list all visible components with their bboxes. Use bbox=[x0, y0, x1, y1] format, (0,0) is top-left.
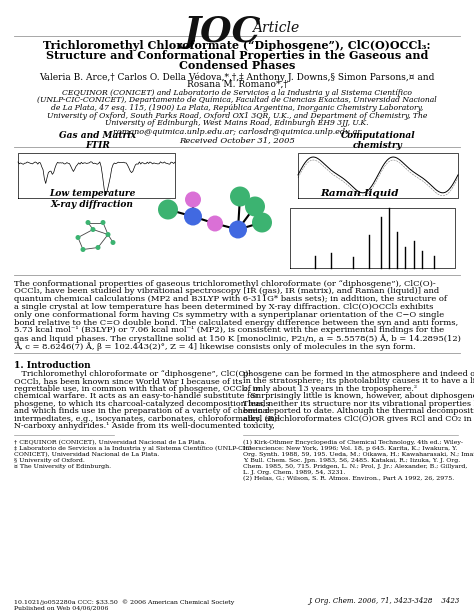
Text: OCCl₃, has been known since World War I because of its: OCCl₃, has been known since World War I … bbox=[14, 377, 243, 385]
Text: alkyl (R)-chloroformates ClC(O)OR gives RCl and CO₂ in what: alkyl (R)-chloroformates ClC(O)OR gives … bbox=[243, 415, 474, 423]
Circle shape bbox=[184, 207, 202, 226]
Text: been reported to date. Although the thermal decomposition of: been reported to date. Although the ther… bbox=[243, 407, 474, 415]
Circle shape bbox=[252, 213, 272, 232]
Text: gas and liquid phases. The crystalline solid at 150 K [monoclinic, P2₁/n, a = 5.: gas and liquid phases. The crystalline s… bbox=[14, 334, 461, 343]
Circle shape bbox=[91, 227, 95, 232]
Text: § University of Oxford.: § University of Oxford. bbox=[14, 458, 85, 463]
Circle shape bbox=[110, 240, 116, 245]
Circle shape bbox=[185, 191, 201, 207]
Text: Trichloromethyl chloroformate or “diphosgene”, ClC(O)-: Trichloromethyl chloroformate or “diphos… bbox=[14, 370, 251, 378]
Circle shape bbox=[95, 245, 100, 250]
Circle shape bbox=[100, 220, 106, 225]
Text: a single crystal at low temperature has been determined by X-ray diffraction. Cl: a single crystal at low temperature has … bbox=[14, 303, 433, 311]
Text: only one conformational form having Cs symmetry with a synperiplanar orientation: only one conformational form having Cs s… bbox=[14, 311, 444, 319]
Text: Received October 31, 2005: Received October 31, 2005 bbox=[179, 137, 295, 145]
Text: Raman liquid: Raman liquid bbox=[321, 189, 399, 199]
Text: Valeria B. Arce,† Carlos O. Della Védova,*,†,‡ Anthony J. Downs,§ Simon Parsons,: Valeria B. Arce,† Carlos O. Della Védova… bbox=[39, 72, 435, 82]
Text: Structure and Conformational Properties in the Gaseous and: Structure and Conformational Properties … bbox=[46, 50, 428, 61]
Text: † CEQUINOR (CONICET), Universidad Nacional de La Plata.: † CEQUINOR (CONICET), Universidad Nacion… bbox=[14, 440, 206, 445]
Text: Org. Synth. 1988, 59, 195. Ueda, M.; Oikawa, H.; Kawaharasaki, N.; Imai,: Org. Synth. 1988, 59, 195. Ueda, M.; Oik… bbox=[243, 452, 474, 457]
Circle shape bbox=[207, 216, 223, 232]
Text: Chem. 1985, 50, 715. Pridgen, L. N.; Prol, J. Jr.; Alexander, B.; Gillyard,: Chem. 1985, 50, 715. Pridgen, L. N.; Pro… bbox=[243, 463, 467, 469]
Text: 1. Introduction: 1. Introduction bbox=[14, 360, 91, 370]
Text: bond relative to the C=O double bond. The calculated energy difference between t: bond relative to the C=O double bond. Th… bbox=[14, 319, 458, 327]
Text: ¤ The University of Edinburgh.: ¤ The University of Edinburgh. bbox=[14, 463, 111, 469]
Circle shape bbox=[158, 199, 178, 219]
Text: intermediates, e.g., isocyanates, carbonates, chloroformates, and: intermediates, e.g., isocyanates, carbon… bbox=[14, 415, 280, 423]
Text: Thus, neither its structure nor its vibrational properties have: Thus, neither its structure nor its vibr… bbox=[243, 400, 474, 408]
Text: Rosana M. Romano*,†: Rosana M. Romano*,† bbox=[187, 80, 287, 89]
Text: L. J. Org. Chem. 1989, 54, 3231.: L. J. Org. Chem. 1989, 54, 3231. bbox=[243, 470, 346, 474]
Text: JOC: JOC bbox=[183, 15, 261, 49]
Text: Computational
chemistry: Computational chemistry bbox=[341, 131, 415, 151]
Text: Low temperature
X-ray diffraction: Low temperature X-ray diffraction bbox=[49, 189, 135, 209]
Text: Å, c = 8.6246(7) Å, β = 102.443(2)°, Z = 4] likewise consists only of molecules : Å, c = 8.6246(7) Å, β = 102.443(2)°, Z =… bbox=[14, 342, 416, 351]
Text: University of Oxford, South Parks Road, Oxford OX1 3QR, U.K., and Department of : University of Oxford, South Parks Road, … bbox=[47, 112, 427, 120]
Text: in the stratosphere; its photolability causes it to have a lifetime: in the stratosphere; its photolability c… bbox=[243, 377, 474, 385]
Circle shape bbox=[106, 232, 110, 237]
Circle shape bbox=[229, 221, 247, 238]
Text: phosgene can be formed in the atmosphere and indeed occurs: phosgene can be formed in the atmosphere… bbox=[243, 370, 474, 378]
Text: 10.1021/jo052280a CCC: $33.50  © 2006 American Chemical Society: 10.1021/jo052280a CCC: $33.50 © 2006 Ame… bbox=[14, 600, 234, 605]
Text: chemical warfare. It acts as an easy-to-handle substitute for: chemical warfare. It acts as an easy-to-… bbox=[14, 392, 259, 400]
Text: ‡ Laboratorio de Servicios a la Industria y al Sistema Científico (UNLP-CIC-: ‡ Laboratorio de Servicios a la Industri… bbox=[14, 446, 252, 451]
Text: OCCl₃, have been studied by vibrational spectroscopy [IR (gas), IR (matrix), and: OCCl₃, have been studied by vibrational … bbox=[14, 287, 439, 295]
Text: of only about 13 years in the troposphere.²: of only about 13 years in the tropospher… bbox=[243, 385, 417, 393]
Circle shape bbox=[230, 186, 250, 207]
Text: The conformational properties of gaseous trichloromethyl chloroformate (or “diph: The conformational properties of gaseous… bbox=[14, 280, 436, 287]
Text: de La Plata, 47 esq. 115, (1900) La Plata, República Argentina, Inorganic Chemis: de La Plata, 47 esq. 115, (1900) La Plat… bbox=[51, 104, 423, 112]
Text: J. Org. Chem. 2006, 71, 3423-3428    3423: J. Org. Chem. 2006, 71, 3423-3428 3423 bbox=[309, 597, 460, 605]
Text: CEQUINOR (CONICET) and Laboratorio de Servicios a la Industria y al Sistema Cien: CEQUINOR (CONICET) and Laboratorio de Se… bbox=[62, 89, 412, 97]
Text: Trichloromethyl Chloroformate (“Diphosgene”), ClC(O)OCCl₃:: Trichloromethyl Chloroformate (“Diphosge… bbox=[43, 40, 431, 51]
Circle shape bbox=[75, 235, 81, 240]
Text: phosgene, to which its charcoal-catalyzed decomposition leads: phosgene, to which its charcoal-catalyze… bbox=[14, 400, 270, 408]
Text: (2) Helas, G.; Wilson, S. R. Atmos. Environ., Part A 1992, 26, 2975.: (2) Helas, G.; Wilson, S. R. Atmos. Envi… bbox=[243, 476, 454, 481]
Circle shape bbox=[85, 220, 91, 225]
Text: CONICET), Universidad Nacional de La Plata.: CONICET), Universidad Nacional de La Pla… bbox=[14, 452, 159, 457]
Text: Published on Web 04/06/2006: Published on Web 04/06/2006 bbox=[14, 606, 109, 611]
Text: University of Edinburgh, West Mains Road, Edinburgh EH9 3JJ, U.K.: University of Edinburgh, West Mains Road… bbox=[105, 119, 369, 127]
Text: and which finds use in the preparation of a variety of chemical: and which finds use in the preparation o… bbox=[14, 407, 270, 415]
Text: Interscience: New York, 1996; Vol. 18, p 645. Karita, K.; Iwakura, Y.: Interscience: New York, 1996; Vol. 18, p… bbox=[243, 446, 457, 451]
Text: Surprisingly little is known, however, about diphosgene itself.: Surprisingly little is known, however, a… bbox=[243, 392, 474, 400]
Text: Condensed Phases: Condensed Phases bbox=[179, 60, 295, 71]
Text: regrettable use, in common with that of phosgene, OCCl₂, in: regrettable use, in common with that of … bbox=[14, 385, 260, 393]
Text: 5.73 kcal mol⁻¹ (B3LYP) or 7.06 kcal mol⁻¹ (MP2), is consistent with the experim: 5.73 kcal mol⁻¹ (B3LYP) or 7.06 kcal mol… bbox=[14, 326, 444, 334]
Text: Article: Article bbox=[252, 21, 299, 35]
Text: romano@quimica.unlp.edu.ar; carlosdr@quimica.unlp.edu.ar: romano@quimica.unlp.edu.ar; carlosdr@qui… bbox=[113, 128, 361, 135]
Text: Y. Bull. Chem. Soc. Jpn. 1983, 56, 2485. Katakai, R.; Iizuka, Y. J. Org.: Y. Bull. Chem. Soc. Jpn. 1983, 56, 2485.… bbox=[243, 458, 460, 463]
Text: N-carboxy anhydrides.¹ Aside from its well-documented toxicity,: N-carboxy anhydrides.¹ Aside from its we… bbox=[14, 422, 275, 430]
Circle shape bbox=[81, 247, 85, 252]
Text: quantum chemical calculations (MP2 and B3LYP with 6-311G* basis sets); in additi: quantum chemical calculations (MP2 and B… bbox=[14, 295, 447, 303]
Circle shape bbox=[245, 197, 265, 216]
Text: (UNLP-CIC-CONICET), Departamento de Química, Facultad de Ciencias Exactas, Unive: (UNLP-CIC-CONICET), Departamento de Quím… bbox=[37, 96, 437, 104]
Text: Gas and Matrix
FTIR: Gas and Matrix FTIR bbox=[60, 131, 137, 151]
Text: (1) Kirk-Othmer Encyclopedia of Chemical Technology, 4th ed.; Wiley-: (1) Kirk-Othmer Encyclopedia of Chemical… bbox=[243, 440, 463, 445]
